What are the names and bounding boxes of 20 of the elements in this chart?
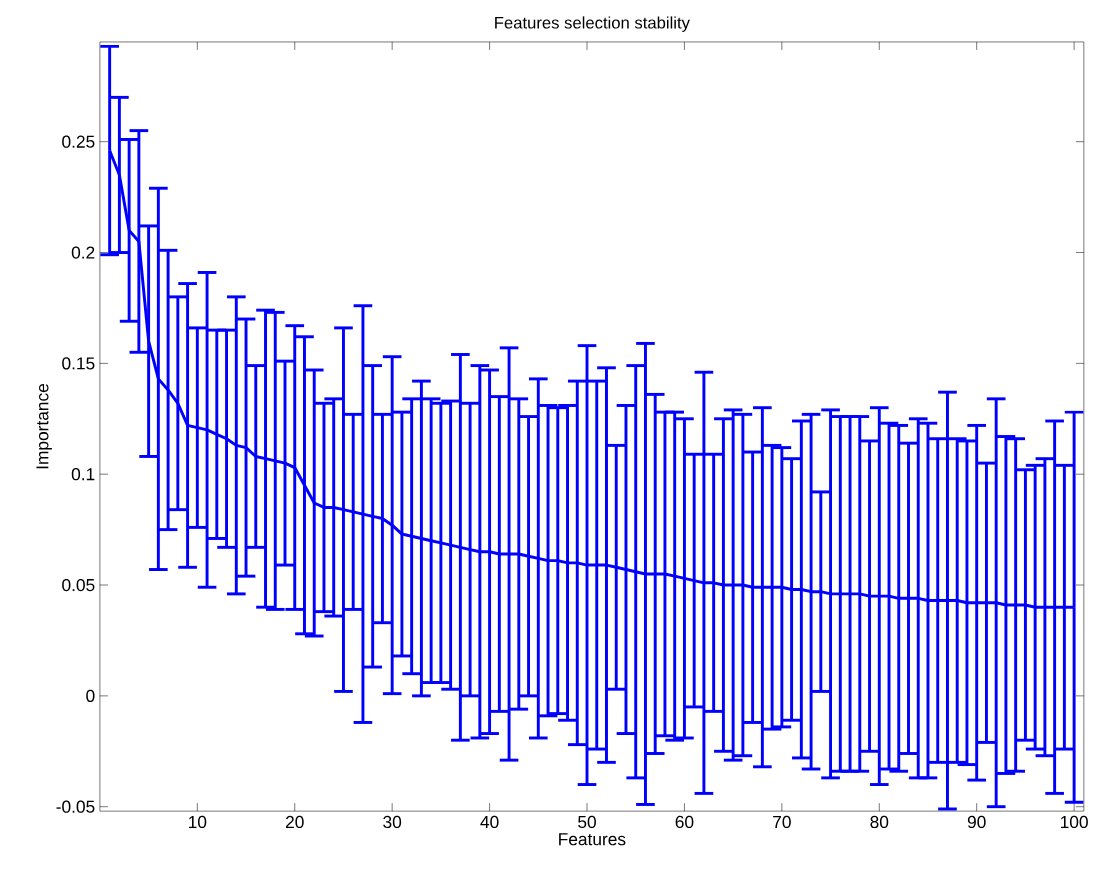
x-tick-label: 10 (189, 815, 207, 829)
x-tick-label: 30 (383, 815, 402, 829)
x-tick-label: 40 (480, 815, 499, 829)
chart-title: Features selection stability (495, 16, 690, 32)
x-tick-label: 60 (675, 815, 694, 829)
x-tick-label: 80 (870, 815, 889, 829)
x-tick-label: 70 (773, 815, 791, 829)
y-tick-label: -0.05 (56, 800, 95, 813)
x-axis-title: Features (559, 833, 626, 846)
y-tick-label: 0.25 (62, 135, 95, 148)
x-tick-label: 50 (578, 815, 596, 829)
y-tick-label: 0 (86, 689, 95, 702)
y-tick-label: 0.15 (62, 357, 95, 370)
y-tick-label: 0.1 (71, 468, 95, 481)
y-tick-label: 0.2 (71, 246, 95, 259)
x-tick-label: 20 (285, 815, 304, 829)
y-tick-label: 0.05 (62, 578, 95, 592)
x-tick-label: 100 (1060, 815, 1088, 829)
x-tick-label: 90 (967, 815, 986, 829)
y-axis-title: Importance (36, 383, 52, 469)
